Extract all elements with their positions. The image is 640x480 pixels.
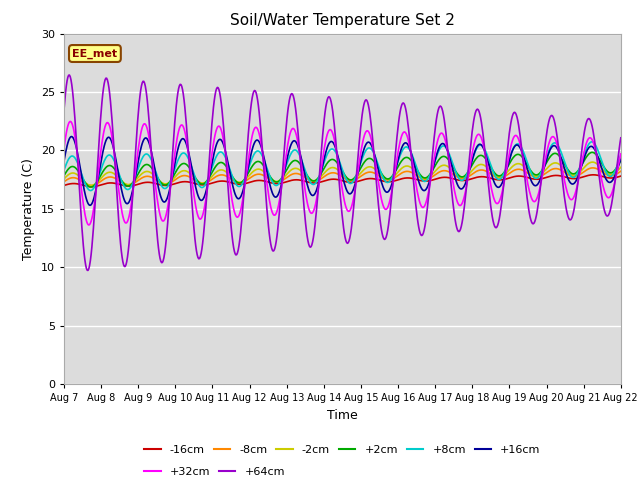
-8cm (589, 165, 596, 171)
-2cm (617, 164, 625, 170)
+16cm (412, 167, 419, 173)
-16cm (428, 178, 435, 183)
+8cm (70, 154, 78, 160)
+32cm (85, 222, 93, 228)
+2cm (87, 184, 95, 190)
+8cm (617, 152, 625, 158)
+16cm (129, 186, 137, 192)
-8cm (87, 182, 95, 188)
+64cm (71, 115, 79, 120)
-8cm (214, 173, 222, 179)
X-axis label: Time: Time (327, 408, 358, 421)
-2cm (185, 169, 193, 175)
+2cm (70, 164, 78, 170)
+32cm (129, 190, 137, 195)
+32cm (186, 157, 193, 163)
Title: Soil/Water Temperature Set 2: Soil/Water Temperature Set 2 (230, 13, 455, 28)
-2cm (60, 176, 68, 182)
-2cm (588, 159, 596, 165)
Line: -2cm: -2cm (64, 162, 621, 185)
+32cm (60, 146, 68, 152)
+64cm (412, 200, 419, 206)
+16cm (68, 133, 76, 139)
+8cm (185, 156, 193, 162)
+8cm (411, 159, 419, 165)
Line: +64cm: +64cm (64, 75, 621, 270)
+64cm (84, 267, 92, 273)
+16cm (186, 153, 193, 159)
+16cm (428, 170, 436, 176)
+64cm (60, 107, 68, 113)
+2cm (428, 170, 435, 176)
+2cm (588, 149, 596, 155)
-8cm (185, 174, 193, 180)
-2cm (70, 170, 78, 176)
+16cm (71, 139, 79, 145)
-2cm (128, 180, 136, 186)
+8cm (588, 139, 596, 145)
+2cm (60, 173, 68, 179)
+64cm (428, 158, 436, 164)
+64cm (215, 86, 223, 92)
+16cm (60, 158, 68, 164)
+2cm (185, 164, 193, 169)
-2cm (214, 168, 222, 174)
+16cm (617, 156, 625, 162)
-2cm (87, 182, 95, 188)
+8cm (428, 169, 435, 175)
Line: +8cm: +8cm (64, 142, 621, 191)
+8cm (60, 168, 68, 173)
-8cm (411, 171, 419, 177)
-16cm (88, 184, 96, 190)
-8cm (60, 179, 68, 185)
+64cm (186, 165, 193, 170)
-16cm (617, 173, 625, 179)
-16cm (214, 179, 222, 184)
Line: +32cm: +32cm (64, 121, 621, 225)
+8cm (128, 182, 136, 188)
-16cm (70, 180, 78, 186)
+64cm (65, 72, 73, 78)
+64cm (617, 135, 625, 141)
-8cm (128, 181, 136, 187)
+16cm (215, 137, 223, 143)
+32cm (71, 133, 79, 139)
Text: EE_met: EE_met (72, 48, 118, 59)
Line: +2cm: +2cm (64, 152, 621, 187)
-2cm (428, 173, 435, 179)
Line: -16cm: -16cm (64, 175, 621, 187)
+2cm (617, 157, 625, 163)
-16cm (411, 176, 419, 182)
-8cm (70, 175, 78, 180)
-16cm (128, 183, 136, 189)
+16cm (86, 203, 94, 208)
Y-axis label: Temperature (C): Temperature (C) (22, 158, 35, 260)
+2cm (214, 161, 222, 167)
+8cm (86, 188, 94, 193)
-16cm (589, 172, 596, 178)
+2cm (411, 163, 419, 169)
+32cm (215, 123, 223, 129)
+32cm (412, 179, 419, 185)
-8cm (617, 168, 625, 174)
+32cm (428, 169, 436, 175)
Legend: +32cm, +64cm: +32cm, +64cm (140, 463, 289, 480)
-16cm (60, 182, 68, 188)
+2cm (128, 180, 136, 186)
+64cm (129, 189, 137, 194)
+32cm (617, 151, 625, 157)
Line: +16cm: +16cm (64, 136, 621, 205)
+32cm (67, 119, 74, 124)
-2cm (411, 168, 419, 174)
-16cm (185, 179, 193, 185)
-8cm (428, 175, 435, 180)
Line: -8cm: -8cm (64, 168, 621, 185)
+8cm (214, 151, 222, 156)
